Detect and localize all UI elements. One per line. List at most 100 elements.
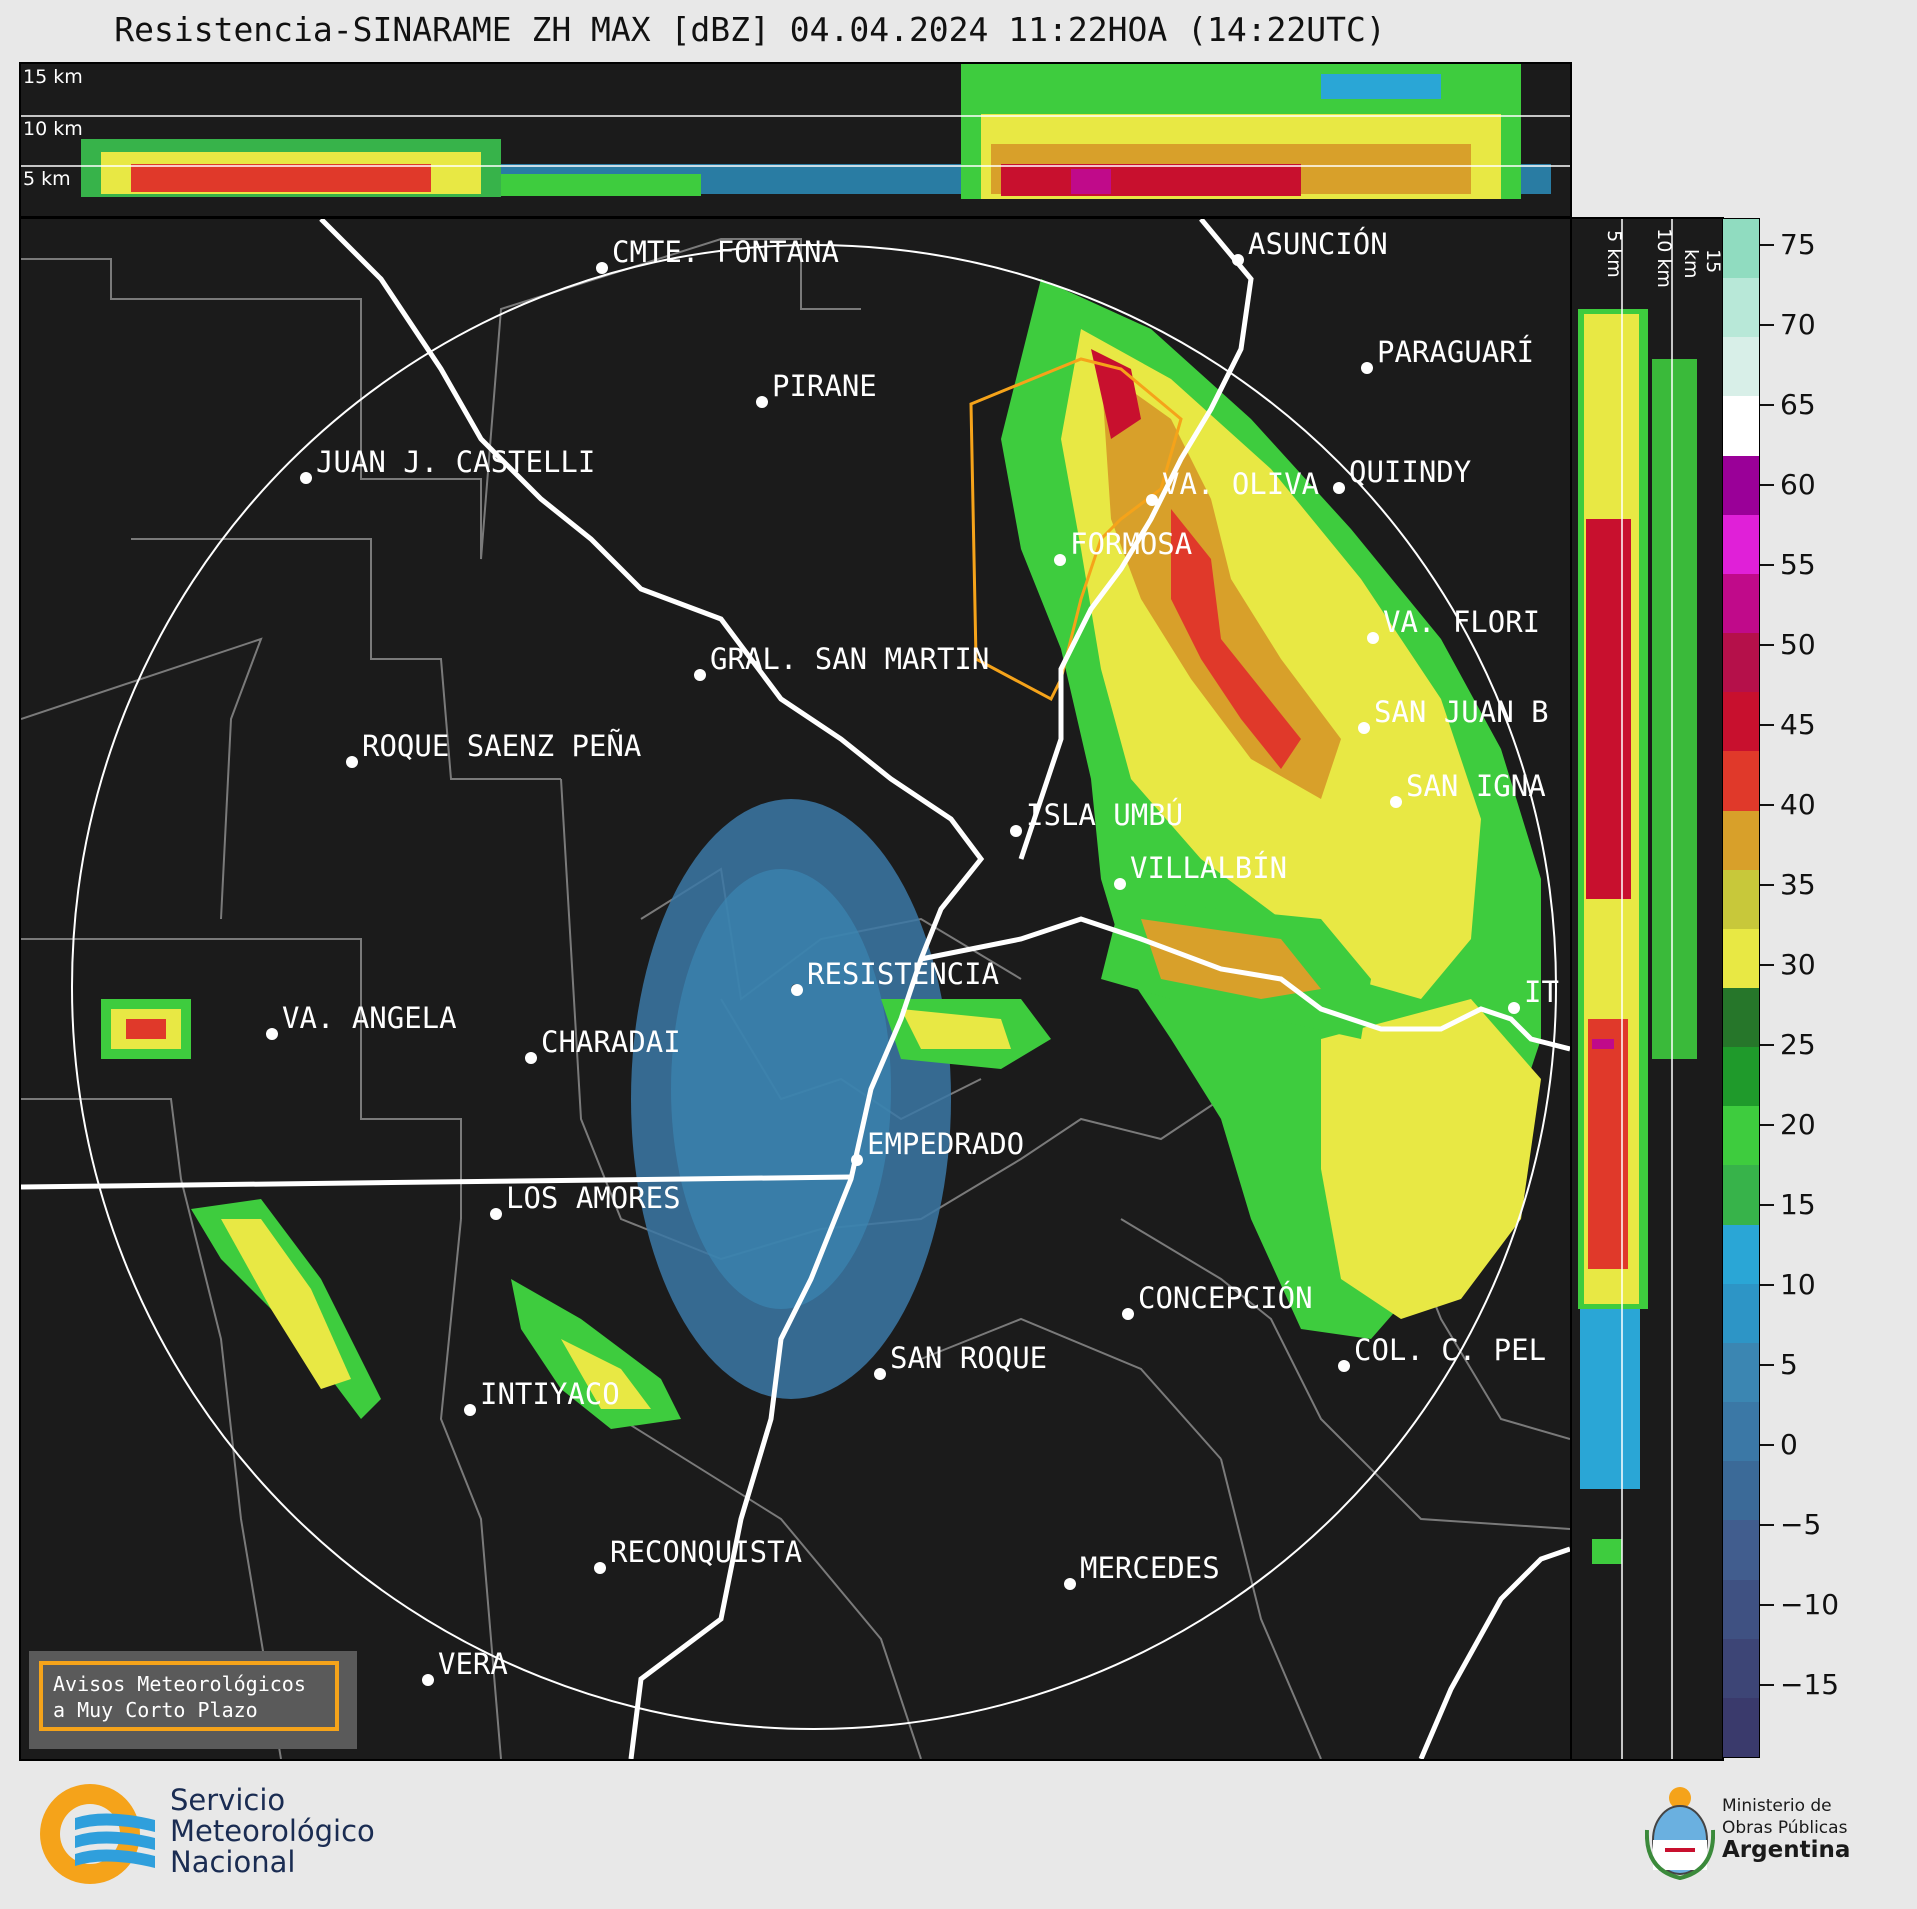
colorbar-tick — [1760, 1444, 1774, 1446]
warning-legend-box: Avisos Meteorológicos a Muy Corto Plazo — [29, 1651, 357, 1749]
radar-map-graphic: CMTE. FONTANA ASUNCIÓN PARAGUARÍ PIRANE JUAN… — [21, 219, 1570, 1759]
city-label: QUIINDY — [1349, 455, 1471, 489]
range-ring — [71, 244, 1557, 1730]
smn-line1: Servicio — [170, 1783, 286, 1817]
city-label: PARAGUARÍ — [1377, 335, 1534, 369]
city-label: VA. OLIVA — [1162, 467, 1319, 501]
colorbar-segment — [1723, 633, 1759, 694]
side-height-label-10: 10 km — [1652, 228, 1675, 288]
colorbar-tick — [1760, 484, 1774, 486]
colorbar-segment — [1723, 988, 1759, 1049]
city-label: CHARADAI — [541, 1025, 681, 1059]
side-height-label-15: 15 km — [1680, 249, 1724, 279]
colorbar-tick-label: 30 — [1780, 948, 1816, 981]
city-label: JUAN J. CASTELLI — [316, 445, 595, 479]
colorbar-tick-label: 25 — [1780, 1028, 1816, 1061]
city-marker — [1338, 1360, 1350, 1372]
colorbar-segment — [1723, 692, 1759, 753]
city-marker — [1114, 878, 1126, 890]
colorbar-tick — [1760, 1524, 1774, 1526]
colorbar-segment — [1723, 1697, 1759, 1757]
colorbar-segment — [1723, 396, 1759, 457]
colorbar-segment — [1723, 337, 1759, 398]
warning-polygon — [969, 357, 1183, 702]
colorbar-tick — [1760, 1044, 1774, 1046]
smn-line2: Meteorológico — [170, 1814, 375, 1848]
map-title: Resistencia-SINARAME ZH MAX [dBZ] 04.04.… — [114, 10, 1386, 49]
colorbar-tick — [1760, 564, 1774, 566]
colorbar-tick — [1760, 804, 1774, 806]
colorbar-tick — [1760, 1604, 1774, 1606]
top-height-label-5: 5 km — [23, 168, 71, 190]
city-marker — [1390, 796, 1402, 808]
city-label: ROQUE SAENZ PEÑA — [362, 729, 641, 763]
colorbar-tick — [1760, 1684, 1774, 1686]
city-marker — [1367, 632, 1379, 644]
city-label: SAN ROQUE — [890, 1341, 1047, 1375]
colorbar-segment — [1723, 928, 1759, 989]
ministry-wordmark: Ministerio de Obras Públicas Argentina — [1722, 1795, 1851, 1863]
warning-legend-line1: Avisos Meteorológicos — [53, 1672, 306, 1696]
colorbar-tick — [1760, 964, 1774, 966]
city-label: MERCEDES — [1080, 1551, 1220, 1585]
ministry-line3: Argentina — [1722, 1837, 1851, 1863]
city-marker — [1361, 362, 1373, 374]
city-label: SAN JUAN B — [1374, 695, 1549, 729]
city-label: IT — [1524, 975, 1559, 1009]
city-label: CMTE. FONTANA — [612, 235, 839, 269]
colorbar-tick-label: 15 — [1780, 1188, 1816, 1221]
colorbar-segment — [1723, 455, 1759, 516]
city-label: EMPEDRADO — [867, 1127, 1024, 1161]
city-marker — [791, 984, 803, 996]
city-label: VILLALBÍN — [1130, 851, 1287, 885]
colorbar-segment — [1723, 514, 1759, 575]
smn-line3: Nacional — [170, 1845, 296, 1879]
colorbar-segment — [1723, 573, 1759, 635]
colorbar-segment — [1723, 1165, 1759, 1226]
colorbar-tick-label: 40 — [1780, 788, 1816, 821]
city-label: FORMOSA — [1070, 527, 1192, 561]
warning-legend-line2: a Muy Corto Plazo — [53, 1698, 258, 1722]
city-marker — [300, 472, 312, 484]
top-cross-section-panel: 15 km 10 km 5 km — [19, 62, 1572, 218]
dbz-colorbar — [1722, 218, 1760, 1758]
city-marker — [594, 1562, 606, 1574]
colorbar-tick — [1760, 724, 1774, 726]
city-label: RESISTENCIA — [807, 957, 999, 991]
colorbar-tick-label: 35 — [1780, 868, 1816, 901]
colorbar-segment — [1723, 1520, 1759, 1581]
colorbar-tick — [1760, 404, 1774, 406]
city-label: ASUNCIÓN — [1248, 227, 1388, 261]
side-cross-section-panel: 5 km 10 km 15 km — [1570, 217, 1724, 1761]
city-label: GRAL. SAN MARTIN — [710, 642, 989, 676]
city-label: SAN IGNA — [1406, 769, 1546, 803]
city-label: RECONQUISTA — [610, 1535, 802, 1569]
colorbar-tick — [1760, 1204, 1774, 1206]
city-label: CONCEPCIÓN — [1138, 1281, 1313, 1315]
city-marker — [1358, 722, 1370, 734]
colorbar-segment — [1723, 1342, 1759, 1404]
colorbar-segment — [1723, 1402, 1759, 1463]
rivers-borders — [21, 219, 1570, 1759]
cities-layer: CMTE. FONTANA ASUNCIÓN PARAGUARÍ PIRANE JUAN… — [266, 227, 1559, 1686]
city-marker — [266, 1028, 278, 1040]
colorbar-tick-label: −15 — [1780, 1668, 1840, 1701]
colorbar-segment — [1723, 1283, 1759, 1344]
city-label: ISLA UMBÚ — [1026, 798, 1183, 832]
warning-legend-frame: Avisos Meteorológicos a Muy Corto Plazo — [39, 1661, 339, 1731]
city-label: VA. FLORI — [1383, 605, 1540, 639]
city-marker — [1146, 494, 1158, 506]
city-marker — [1232, 254, 1244, 266]
colorbar-tick — [1760, 1364, 1774, 1366]
colorbar-tick-label: 10 — [1780, 1268, 1816, 1301]
colorbar-tick — [1760, 244, 1774, 246]
top-cross-section-graphic — [21, 64, 1570, 199]
argentina-coat-of-arms-icon — [1644, 1780, 1716, 1884]
side-height-label-5: 5 km — [1602, 230, 1625, 278]
ministry-line2: Obras Públicas — [1722, 1818, 1848, 1838]
city-marker — [422, 1674, 434, 1686]
city-label: VERA — [438, 1647, 508, 1681]
colorbar-segment — [1723, 219, 1759, 280]
colorbar-tick-label: 75 — [1780, 228, 1816, 261]
radar-map-panel: CMTE. FONTANA ASUNCIÓN PARAGUARÍ PIRANE JUAN… — [19, 217, 1572, 1761]
